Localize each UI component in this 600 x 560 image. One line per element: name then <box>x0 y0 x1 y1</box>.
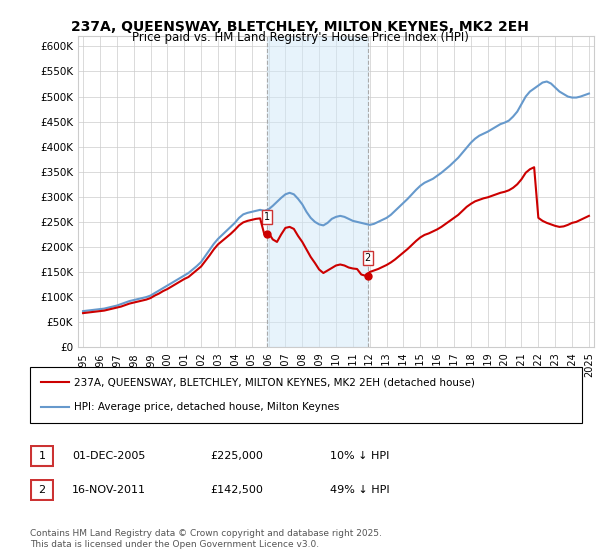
Text: £142,500: £142,500 <box>210 485 263 495</box>
Text: 16-NOV-2011: 16-NOV-2011 <box>72 485 146 495</box>
Text: £225,000: £225,000 <box>210 451 263 461</box>
Text: 2: 2 <box>38 485 46 495</box>
FancyBboxPatch shape <box>30 367 582 423</box>
FancyBboxPatch shape <box>31 480 53 500</box>
Text: 49% ↓ HPI: 49% ↓ HPI <box>330 485 389 495</box>
Text: 237A, QUEENSWAY, BLETCHLEY, MILTON KEYNES, MK2 2EH (detached house): 237A, QUEENSWAY, BLETCHLEY, MILTON KEYNE… <box>74 377 475 388</box>
Text: 10% ↓ HPI: 10% ↓ HPI <box>330 451 389 461</box>
Text: 01-DEC-2005: 01-DEC-2005 <box>72 451 145 461</box>
FancyBboxPatch shape <box>31 446 53 466</box>
Text: 237A, QUEENSWAY, BLETCHLEY, MILTON KEYNES, MK2 2EH: 237A, QUEENSWAY, BLETCHLEY, MILTON KEYNE… <box>71 20 529 34</box>
Text: 1: 1 <box>264 212 270 222</box>
Text: 2: 2 <box>365 253 371 263</box>
Bar <box>267 36 368 347</box>
Text: Contains HM Land Registry data © Crown copyright and database right 2025.
This d: Contains HM Land Registry data © Crown c… <box>30 529 382 549</box>
Text: Price paid vs. HM Land Registry's House Price Index (HPI): Price paid vs. HM Land Registry's House … <box>131 31 469 44</box>
Text: HPI: Average price, detached house, Milton Keynes: HPI: Average price, detached house, Milt… <box>74 402 340 412</box>
Text: 1: 1 <box>38 451 46 461</box>
